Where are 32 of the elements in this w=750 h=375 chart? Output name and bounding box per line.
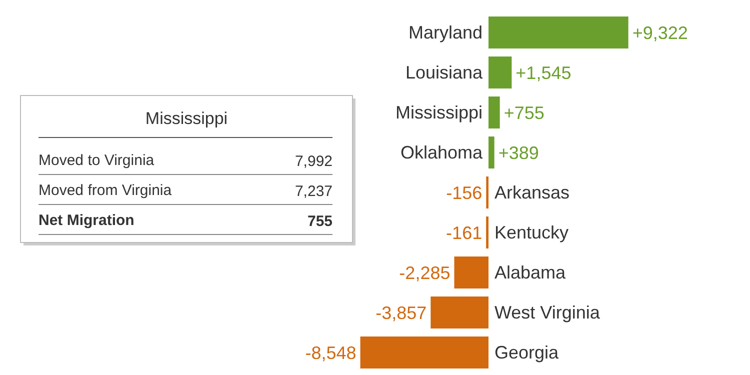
bar bbox=[488, 16, 628, 48]
y-tick-label: West Virginia bbox=[494, 302, 601, 322]
y-tick-label: Louisiana bbox=[405, 62, 484, 82]
bar bbox=[488, 56, 512, 88]
data-label: -8,548 bbox=[305, 343, 356, 363]
bar bbox=[360, 336, 488, 368]
text: 755 bbox=[307, 213, 333, 230]
data-label: +9,322 bbox=[632, 23, 688, 43]
text: Moved to Virginia bbox=[38, 152, 155, 169]
data-label: -2,285 bbox=[399, 263, 450, 283]
data-label: +1,545 bbox=[516, 63, 572, 83]
text: Net Migration bbox=[38, 212, 134, 229]
y-tick-label: Maryland bbox=[408, 22, 482, 42]
data-label: +755 bbox=[504, 103, 544, 123]
text: Mississippi bbox=[145, 109, 228, 128]
text: 7,992 bbox=[294, 153, 333, 170]
y-tick-label: Georgia bbox=[494, 342, 560, 362]
data-label: -161 bbox=[446, 223, 482, 243]
y-tick-label: Mississippi bbox=[395, 102, 483, 122]
data-label: -3,857 bbox=[376, 303, 427, 323]
text: Moved from Virginia bbox=[38, 182, 172, 199]
text: 7,237 bbox=[294, 183, 333, 200]
y-tick-label: Kentucky bbox=[494, 222, 569, 242]
bar bbox=[488, 96, 500, 128]
y-tick-label: Oklahoma bbox=[400, 142, 484, 162]
y-tick-label: Alabama bbox=[494, 262, 567, 282]
bar bbox=[488, 136, 494, 168]
y-tick-label: Arkansas bbox=[494, 182, 570, 202]
data-label: +389 bbox=[498, 143, 539, 163]
bar bbox=[454, 256, 488, 288]
data-label: -156 bbox=[446, 183, 482, 203]
bar bbox=[430, 296, 488, 328]
